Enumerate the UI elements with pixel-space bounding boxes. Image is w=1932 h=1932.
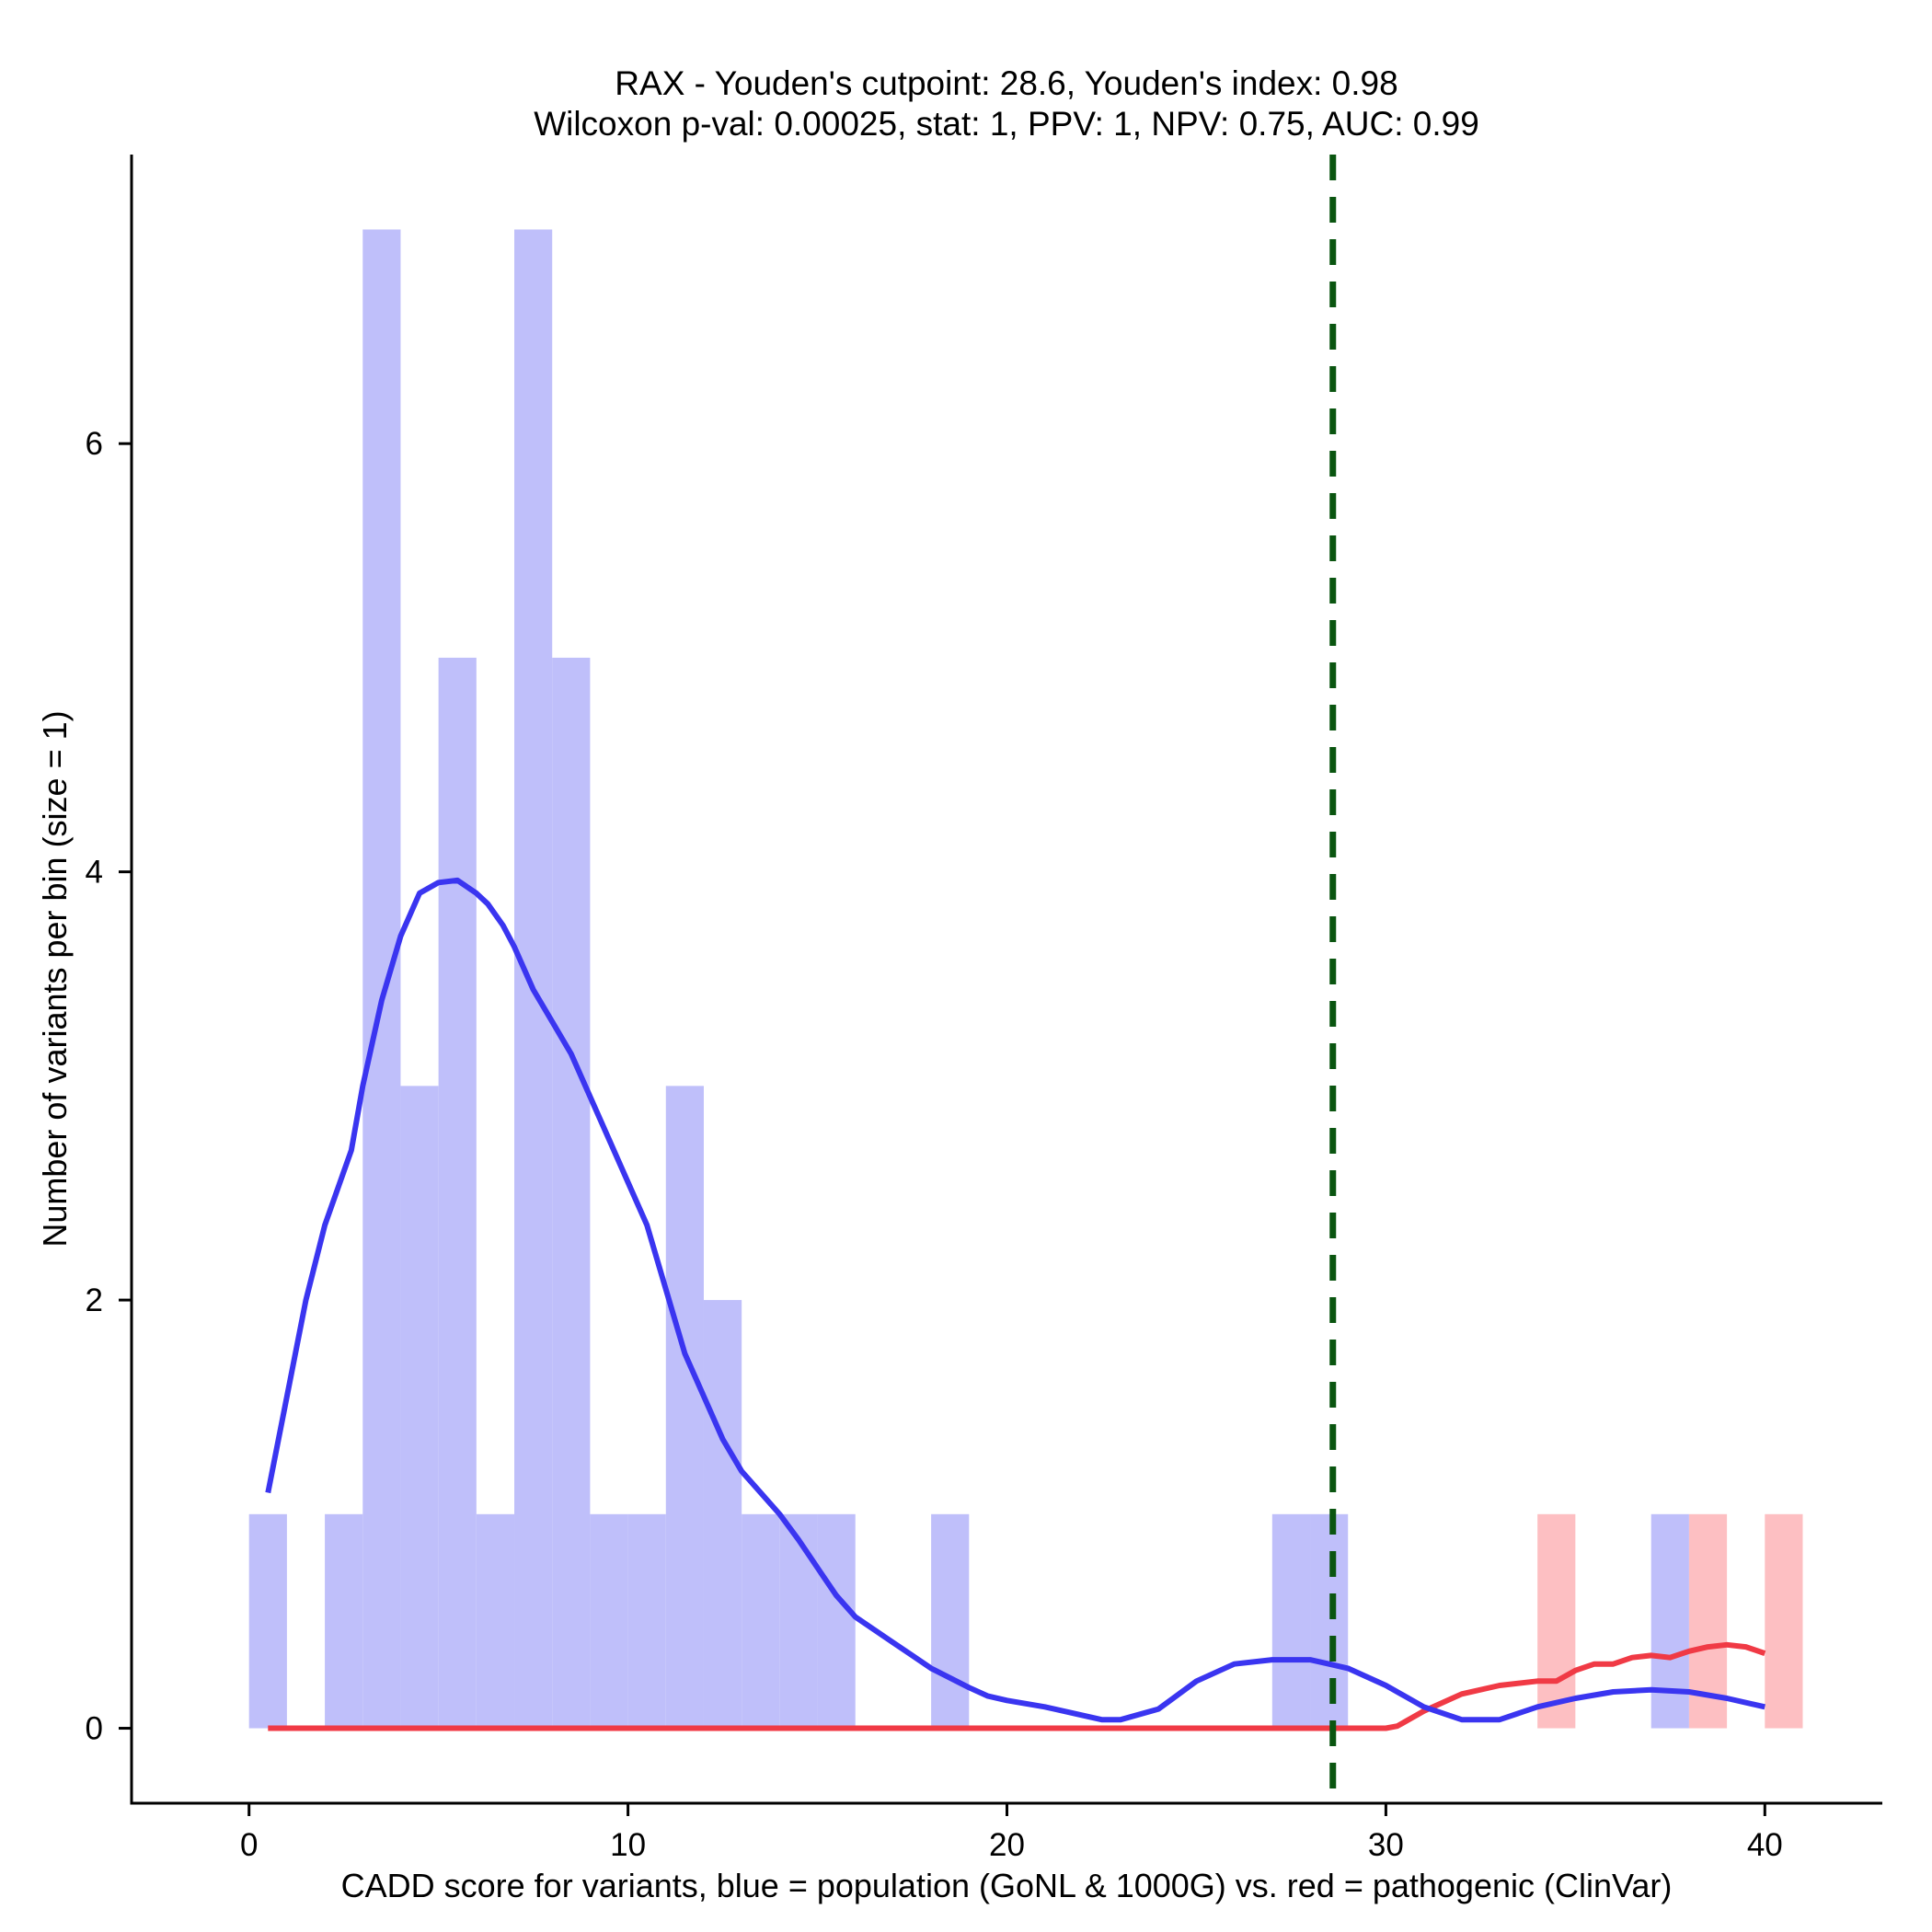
x-axis-title: CADD score for variants, blue = populati… xyxy=(341,1867,1673,1904)
density-curves xyxy=(265,877,1766,1731)
population-bar xyxy=(552,657,591,1729)
population-bar xyxy=(703,1300,742,1729)
y-tick-label: 6 xyxy=(86,426,103,462)
population-bar xyxy=(400,1086,439,1729)
population-bar xyxy=(1650,1513,1689,1729)
population-bar xyxy=(590,1513,628,1729)
pathogenic-bar xyxy=(1537,1513,1576,1729)
y-tick-label: 4 xyxy=(86,855,103,891)
chart-title-line2: Wilcoxon p-val: 0.00025, stat: 1, PPV: 1… xyxy=(534,105,1479,143)
pathogenic-bars xyxy=(1537,1513,1803,1729)
population-bar xyxy=(476,1513,515,1729)
x-tick-label: 20 xyxy=(989,1827,1025,1863)
y-axis-title: Number of variants per bin (size = 1) xyxy=(36,710,74,1247)
y-tick-label: 0 xyxy=(86,1711,103,1747)
population-bar xyxy=(362,229,401,1729)
population-bar xyxy=(627,1513,666,1729)
population-bar xyxy=(325,1513,363,1729)
population-bar xyxy=(742,1513,780,1729)
population-bar xyxy=(438,657,477,1729)
pathogenic-bar xyxy=(1765,1513,1803,1729)
population-bar xyxy=(1310,1513,1349,1729)
population-bar xyxy=(665,1086,704,1729)
pathogenic-density-line xyxy=(268,1641,1766,1731)
population-bars xyxy=(248,229,1689,1729)
ticks: 0 10 20 30 40 0 2 4 6 xyxy=(86,426,1783,1863)
x-tick-label: 30 xyxy=(1368,1827,1404,1863)
population-bar xyxy=(931,1513,970,1729)
population-density-line xyxy=(265,877,1765,1723)
chart-title-line1: RAX - Youden's cutpoint: 28.6, Youden's … xyxy=(615,64,1397,102)
population-bar xyxy=(1271,1513,1311,1729)
population-bar xyxy=(248,1513,287,1729)
population-bar xyxy=(514,229,553,1729)
x-tick-label: 40 xyxy=(1747,1827,1783,1863)
population-bar xyxy=(779,1513,818,1729)
x-tick-label: 10 xyxy=(610,1827,646,1863)
population-bar xyxy=(817,1513,856,1729)
y-tick-label: 2 xyxy=(86,1282,103,1318)
x-tick-label: 0 xyxy=(240,1827,258,1863)
